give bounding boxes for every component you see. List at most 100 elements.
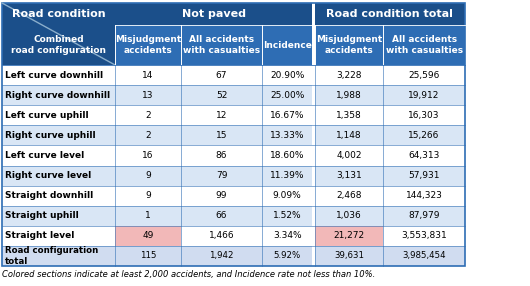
- Bar: [383, 246, 465, 266]
- Bar: [115, 246, 181, 266]
- Bar: [2, 65, 115, 85]
- Bar: [315, 65, 383, 85]
- Bar: [115, 226, 181, 246]
- Text: 3,228: 3,228: [337, 71, 362, 80]
- Bar: [115, 206, 181, 226]
- Text: Left curve uphill: Left curve uphill: [5, 111, 89, 120]
- Bar: [181, 246, 262, 266]
- Text: 1,466: 1,466: [209, 231, 234, 240]
- Bar: [115, 65, 181, 85]
- Text: 19,912: 19,912: [409, 91, 440, 100]
- Bar: [383, 65, 465, 85]
- Bar: [262, 226, 312, 246]
- Text: Right curve level: Right curve level: [5, 171, 91, 180]
- Text: 18.60%: 18.60%: [270, 151, 304, 160]
- Bar: [115, 85, 181, 105]
- Bar: [115, 145, 181, 166]
- Text: 13.33%: 13.33%: [270, 131, 304, 140]
- Text: 64,313: 64,313: [409, 151, 440, 160]
- Bar: [2, 166, 115, 186]
- Text: 11.39%: 11.39%: [270, 171, 304, 180]
- Text: Straight level: Straight level: [5, 231, 74, 240]
- Text: Right curve downhill: Right curve downhill: [5, 91, 110, 100]
- Text: All accidents
with casualties: All accidents with casualties: [183, 35, 260, 55]
- Text: 49: 49: [142, 231, 154, 240]
- Text: 2: 2: [145, 111, 151, 120]
- Text: 144,323: 144,323: [405, 191, 443, 200]
- Text: 115: 115: [140, 251, 156, 261]
- Bar: [2, 145, 115, 166]
- Text: Combined
road configuration: Combined road configuration: [11, 35, 106, 55]
- Bar: [315, 25, 383, 65]
- Text: Left curve downhill: Left curve downhill: [5, 71, 103, 80]
- Bar: [315, 125, 383, 145]
- Text: 52: 52: [216, 91, 227, 100]
- Bar: [2, 246, 115, 266]
- Text: Left curve level: Left curve level: [5, 151, 84, 160]
- Text: 67: 67: [216, 71, 227, 80]
- Bar: [262, 186, 312, 206]
- Bar: [2, 125, 115, 145]
- Text: 9: 9: [145, 171, 151, 180]
- Bar: [181, 105, 262, 125]
- Bar: [115, 105, 181, 125]
- Text: 79: 79: [216, 171, 227, 180]
- Text: Road condition total: Road condition total: [326, 9, 453, 19]
- Text: 3,985,454: 3,985,454: [402, 251, 446, 261]
- Text: Misjudgment
accidents: Misjudgment accidents: [316, 35, 382, 55]
- Text: 1,358: 1,358: [337, 111, 362, 120]
- Text: 16: 16: [142, 151, 154, 160]
- Bar: [262, 206, 312, 226]
- Text: 3.34%: 3.34%: [273, 231, 302, 240]
- Text: 13: 13: [142, 91, 154, 100]
- Text: Straight downhill: Straight downhill: [5, 191, 93, 200]
- Text: 9.09%: 9.09%: [273, 191, 302, 200]
- Bar: [315, 226, 383, 246]
- Text: 1,988: 1,988: [337, 91, 362, 100]
- Bar: [383, 105, 465, 125]
- Bar: [383, 166, 465, 186]
- Text: 5.92%: 5.92%: [273, 251, 301, 261]
- Text: 39,631: 39,631: [334, 251, 364, 261]
- Text: 3,553,831: 3,553,831: [401, 231, 447, 240]
- Text: 66: 66: [216, 211, 227, 220]
- Bar: [262, 65, 312, 85]
- Bar: [181, 186, 262, 206]
- Bar: [262, 125, 312, 145]
- Bar: [2, 206, 115, 226]
- Text: 15,266: 15,266: [409, 131, 440, 140]
- Bar: [115, 166, 181, 186]
- Text: 9: 9: [145, 191, 151, 200]
- Text: 16.67%: 16.67%: [270, 111, 304, 120]
- Text: 86: 86: [216, 151, 227, 160]
- Text: 2,468: 2,468: [337, 191, 362, 200]
- Bar: [262, 145, 312, 166]
- Bar: [262, 166, 312, 186]
- Bar: [315, 166, 383, 186]
- Bar: [315, 3, 465, 25]
- Bar: [181, 166, 262, 186]
- Bar: [181, 226, 262, 246]
- Text: 2: 2: [145, 131, 151, 140]
- Bar: [181, 125, 262, 145]
- Bar: [262, 246, 312, 266]
- Bar: [262, 25, 312, 65]
- Bar: [315, 186, 383, 206]
- Text: 87,979: 87,979: [409, 211, 440, 220]
- Text: 21,272: 21,272: [333, 231, 365, 240]
- Bar: [262, 105, 312, 125]
- Text: 1,148: 1,148: [337, 131, 362, 140]
- Bar: [383, 206, 465, 226]
- Text: 1.52%: 1.52%: [273, 211, 302, 220]
- Bar: [2, 3, 465, 266]
- Text: Straight uphill: Straight uphill: [5, 211, 79, 220]
- Text: 16,303: 16,303: [409, 111, 440, 120]
- Text: 1,942: 1,942: [209, 251, 234, 261]
- Text: 3,131: 3,131: [337, 171, 362, 180]
- Bar: [181, 25, 262, 65]
- Bar: [383, 85, 465, 105]
- Bar: [2, 105, 115, 125]
- Bar: [315, 105, 383, 125]
- Bar: [115, 125, 181, 145]
- Bar: [115, 25, 181, 65]
